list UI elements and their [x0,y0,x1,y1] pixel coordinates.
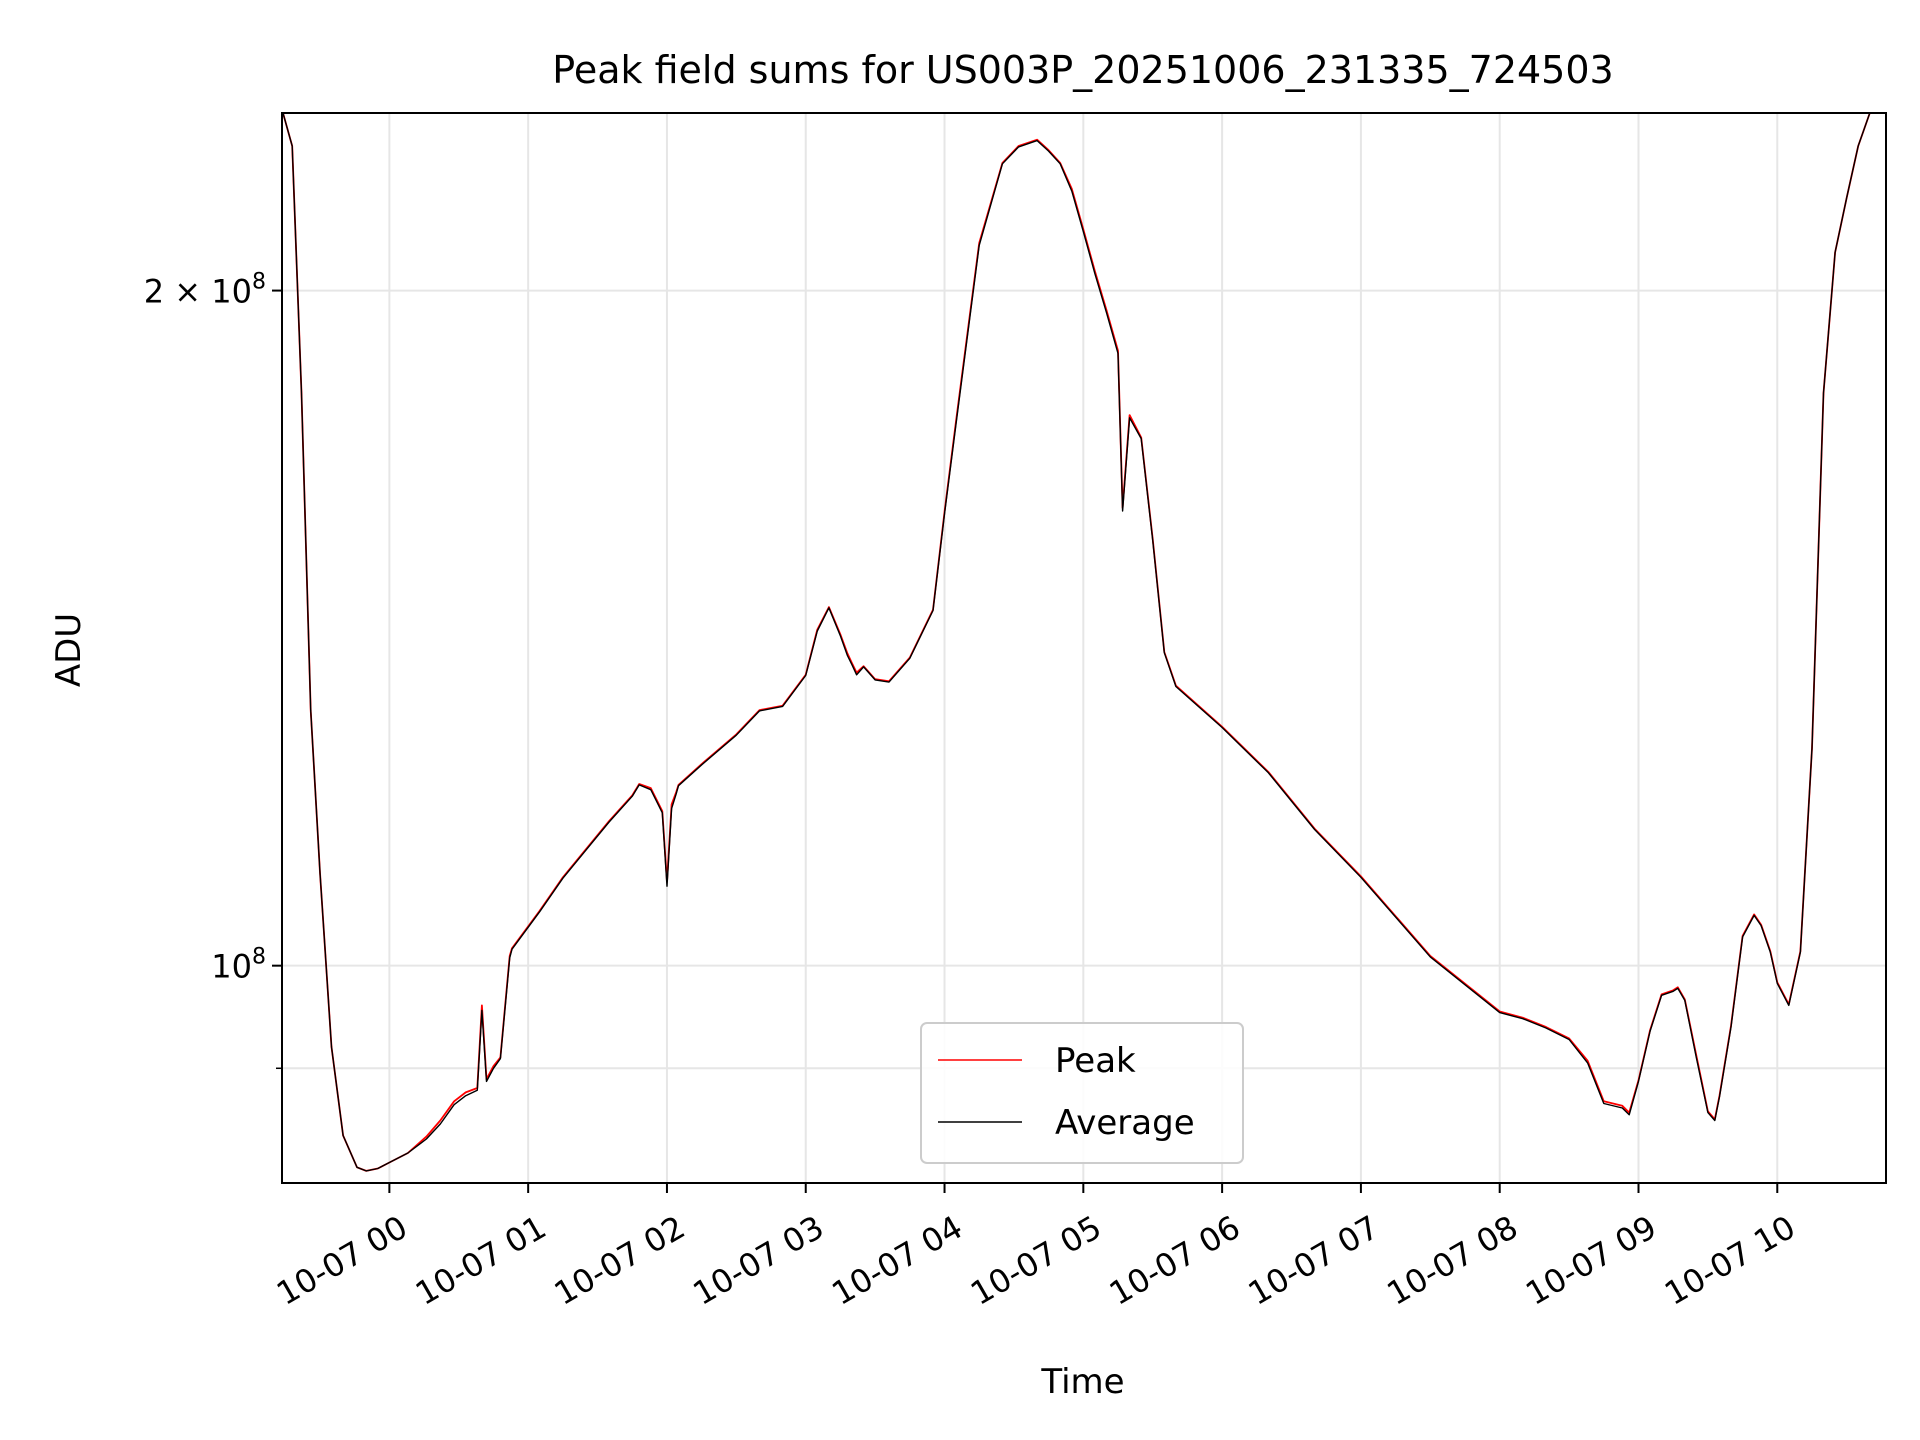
chart-title: Peak field sums for US003P_20251006_2313… [552,48,1613,92]
series-line-average [282,113,1871,1172]
legend-label-peak: Peak [1055,1041,1136,1081]
y-axis-label: ADU [49,613,89,687]
series-layer [282,113,1871,1172]
legend: Peak Average [920,1022,1244,1164]
y-axis: 108 2 × 108 [144,270,282,1070]
legend-label-average: Average [1055,1103,1195,1143]
x-axis-label: Time [1040,1362,1124,1402]
y-tick-label: 108 [211,945,266,986]
legend-box [920,1022,1244,1164]
y-tick-label: 2 × 108 [144,270,266,311]
